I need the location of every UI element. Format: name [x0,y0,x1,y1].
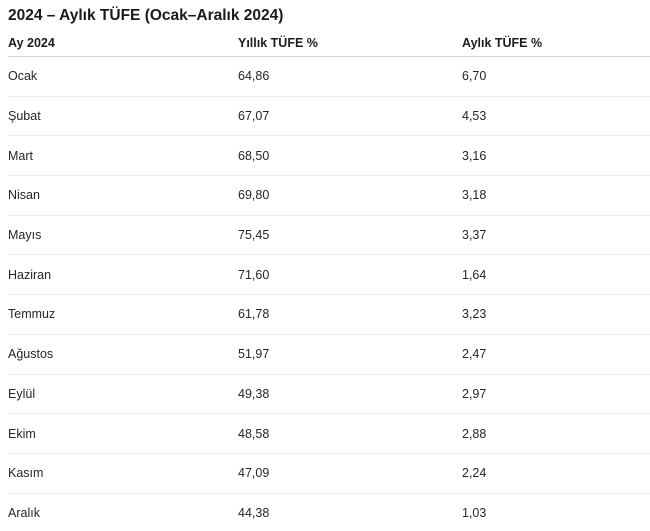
table-row: Eylül 49,38 2,97 [8,375,650,415]
table-row: Aralık 44,38 1,03 [8,494,650,531]
cell-month: Mayıs [8,228,42,243]
cell-month: Ocak [8,69,38,84]
table-body: Ocak 64,86 6,70 Şubat 67,07 4,53 Mart 68,50 3,16… [8,57,650,531]
table-row: Ağustos 51,97 2,47 [8,335,650,375]
table-row: Mart 68,50 3,16 [8,136,650,177]
table-row: Temmuz 61,78 3,23 [8,295,650,335]
table-row: Ekim 48,58 2,88 [8,414,650,454]
cell-annual: 61,78 [238,307,270,322]
cell-monthly: 3,37 [462,228,487,243]
cell-month: Eylül [8,386,36,401]
cell-annual: 75,45 [238,228,270,243]
page-title: 2024 – Aylık TÜFE (Ocak–Aralık 2024) [8,7,284,24]
cell-annual: 71,60 [238,267,270,282]
cell-annual: 51,97 [238,347,270,362]
column-header-annual: Yıllık TÜFE % [238,36,318,50]
cell-monthly: 6,70 [462,69,487,84]
cell-monthly: 3,16 [462,148,487,163]
cell-annual: 44,38 [238,505,270,520]
table-row: Kasım 47,09 2,24 [8,454,650,494]
cell-monthly: 1,64 [462,267,487,282]
column-header-month: Ay 2024 [8,36,55,50]
cell-month: Kasım [8,466,44,481]
cell-monthly: 2,88 [462,426,487,441]
cell-monthly: 3,18 [462,188,487,203]
cell-annual: 69,80 [238,188,270,203]
table-row: Ocak 64,86 6,70 [8,57,650,97]
cell-annual: 49,38 [238,386,270,401]
table-row: Nisan 69,80 3,18 [8,176,650,216]
cell-month: Şubat [8,109,41,124]
cell-month: Haziran [8,267,52,282]
cell-annual: 47,09 [238,466,270,481]
table-row: Mayıs 75,45 3,37 [8,216,650,256]
cell-annual: 67,07 [238,109,270,124]
cell-month: Temmuz [8,307,56,322]
cell-monthly: 2,47 [462,347,487,362]
cell-monthly: 2,24 [462,466,487,481]
cell-month: Nisan [8,188,40,203]
table-row: Şubat 67,07 4,53 [8,97,650,137]
cell-month: Aralık [8,505,40,520]
cell-month: Mart [8,148,33,163]
cell-annual: 68,50 [238,148,270,163]
cell-monthly: 2,97 [462,386,487,401]
cell-annual: 48,58 [238,426,270,441]
cell-monthly: 1,03 [462,505,487,520]
cell-month: Ağustos [8,347,54,362]
table-header-row: Ay 2024 Yıllık TÜFE % Aylık TÜFE % [8,30,650,57]
cell-monthly: 3,23 [462,307,487,322]
cell-monthly: 4,53 [462,109,487,124]
column-header-monthly: Aylık TÜFE % [462,36,543,50]
cell-annual: 64,86 [238,69,270,84]
tufe-table: Ay 2024 Yıllık TÜFE % Aylık TÜFE % Ocak 6… [8,30,650,531]
table-row: Haziran 71,60 1,64 [8,255,650,296]
cell-month: Ekim [8,426,36,441]
